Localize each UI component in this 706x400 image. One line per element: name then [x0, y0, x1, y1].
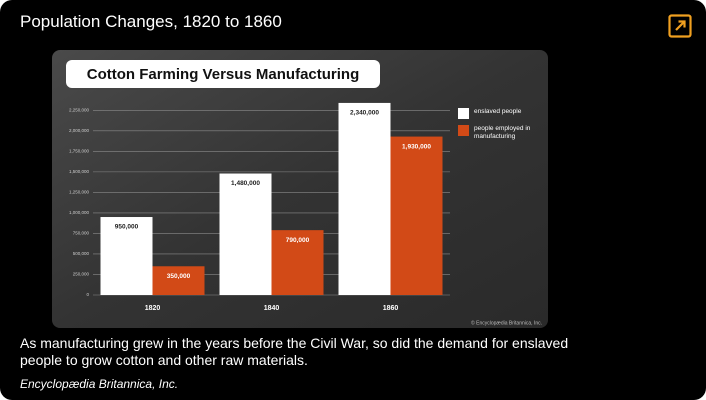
- bar: [100, 217, 153, 295]
- value-label: 2,340,000: [350, 110, 379, 117]
- y-tick-label: 2,250,000: [69, 108, 90, 113]
- legend-item: enslaved people: [458, 108, 542, 119]
- y-tick-label: 250,000: [73, 272, 90, 277]
- caption: As manufacturing grew in the years befor…: [20, 335, 569, 368]
- bar: [390, 136, 443, 295]
- bar: [338, 102, 391, 295]
- y-tick-label: 1,750,000: [69, 149, 90, 154]
- y-tick-label: 1,500,000: [69, 169, 90, 174]
- card-title: Population Changes, 1820 to 1860: [20, 12, 282, 31]
- chart-title: Cotton Farming Versus Manufacturing: [87, 66, 360, 83]
- legend: enslaved people people employed in manufa…: [458, 108, 542, 150]
- chart: Cotton Farming Versus Manufacturing © En…: [52, 50, 548, 328]
- x-tick-label: 1860: [383, 305, 399, 312]
- legend-label: people employed in manufacturing: [474, 125, 531, 140]
- x-tick-label: 1840: [264, 305, 280, 312]
- value-label: 350,000: [167, 273, 191, 280]
- legend-swatch: [458, 108, 469, 119]
- x-tick-label: 1820: [145, 305, 161, 312]
- legend-item: people employed in manufacturing: [458, 125, 542, 141]
- value-label: 790,000: [286, 237, 310, 244]
- bar: [271, 230, 324, 295]
- bar: [152, 266, 205, 295]
- open-link-icon[interactable]: [668, 14, 692, 38]
- chart-title-box: [66, 60, 380, 88]
- y-tick-label: 2,000,000: [69, 128, 90, 133]
- value-label: 1,480,000: [231, 180, 260, 187]
- y-tick-label: 1,000,000: [69, 210, 90, 215]
- bar: [219, 173, 272, 295]
- y-tick-label: 750,000: [73, 231, 90, 236]
- credit: Encyclopædia Britannica, Inc.: [20, 377, 179, 391]
- legend-label: enslaved people: [474, 108, 522, 115]
- chart-source: © Encyclopædia Britannica, Inc.: [471, 319, 542, 326]
- y-tick-label: 1,250,000: [69, 190, 90, 195]
- y-tick-label: 500,000: [73, 251, 90, 256]
- y-tick-label: 0: [86, 292, 89, 297]
- value-label: 950,000: [115, 224, 139, 231]
- value-label: 1,930,000: [402, 143, 431, 150]
- legend-swatch: [458, 125, 469, 136]
